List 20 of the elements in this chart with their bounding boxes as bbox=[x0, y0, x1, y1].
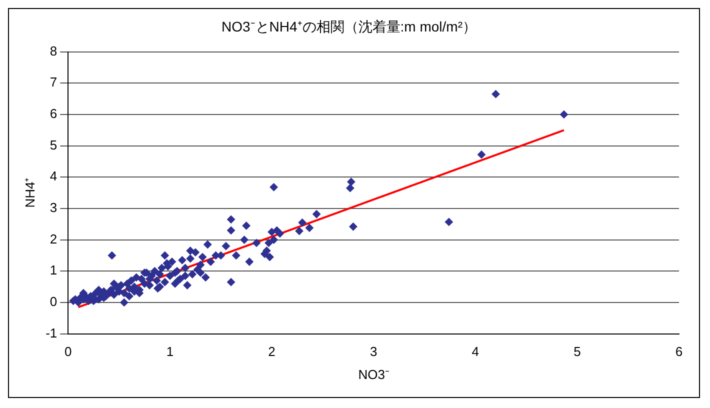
chart-title: NO3⁻とNH4⁺の相関（沈着量:m mol/m²） bbox=[221, 18, 477, 34]
y-tick-label: -1 bbox=[46, 325, 58, 340]
y-tick-label: 4 bbox=[50, 168, 58, 184]
x-tick-label: 0 bbox=[64, 344, 72, 360]
y-tick-label: 5 bbox=[50, 137, 58, 152]
y-tick-label: 8 bbox=[50, 43, 58, 58]
y-tick-label: 3 bbox=[50, 200, 58, 216]
x-tick-label: 2 bbox=[268, 344, 276, 360]
y-tick-label: 7 bbox=[50, 74, 58, 90]
x-axis-title: NO3⁻ bbox=[358, 366, 389, 382]
x-tick-label: 5 bbox=[574, 344, 581, 360]
x-tick-label: 4 bbox=[472, 344, 480, 360]
x-tick-label: 6 bbox=[675, 344, 683, 360]
x-tick-label: 3 bbox=[370, 344, 378, 360]
y-tick-label: 1 bbox=[50, 262, 58, 278]
x-tick-label: 1 bbox=[166, 344, 174, 360]
y-axis-title: NH4⁺ bbox=[22, 178, 38, 208]
y-tick-label: 6 bbox=[50, 106, 58, 122]
y-tick-label: 0 bbox=[50, 294, 58, 310]
y-tick-label: 2 bbox=[50, 231, 58, 246]
